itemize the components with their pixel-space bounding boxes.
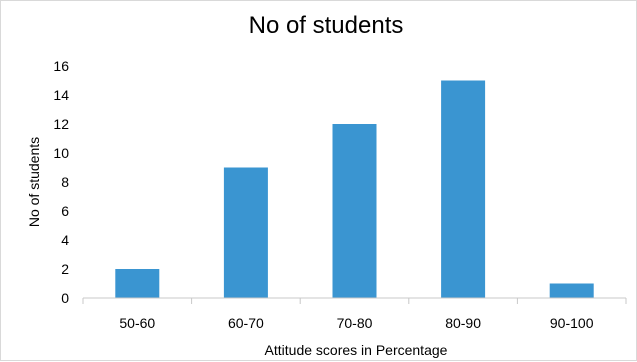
y-tick-label: 12: [53, 116, 69, 132]
x-tick-label: 90-100: [550, 315, 594, 331]
chart-title: No of students: [249, 12, 404, 39]
x-tick-label: 80-90: [445, 315, 481, 331]
y-tick-label: 8: [61, 174, 69, 190]
x-tick-label: 50-60: [119, 315, 155, 331]
bar: [549, 283, 594, 298]
bar: [115, 269, 160, 298]
y-tick-label: 16: [53, 58, 69, 74]
y-tick-label: 10: [53, 145, 69, 161]
bar: [223, 167, 268, 298]
y-axis-ticks: 0 2 4 6 8 10 12 14 16: [53, 58, 69, 306]
y-tick-label: 2: [61, 261, 69, 277]
y-tick-label: 4: [61, 232, 69, 248]
bars: [115, 80, 594, 298]
y-tick-label: 0: [61, 290, 69, 306]
x-tick-label: 60-70: [228, 315, 264, 331]
x-axis-title: Attitude scores in Percentage: [265, 342, 448, 358]
x-tick-label: 70-80: [337, 315, 373, 331]
y-axis-title: No of students: [26, 137, 42, 227]
y-tick-label: 6: [61, 203, 69, 219]
bar: [441, 80, 486, 298]
x-axis-ticks: 50-60 60-70 70-80 80-90 90-100: [82, 298, 627, 331]
y-tick-label: 14: [53, 87, 69, 103]
bar: [332, 124, 377, 298]
